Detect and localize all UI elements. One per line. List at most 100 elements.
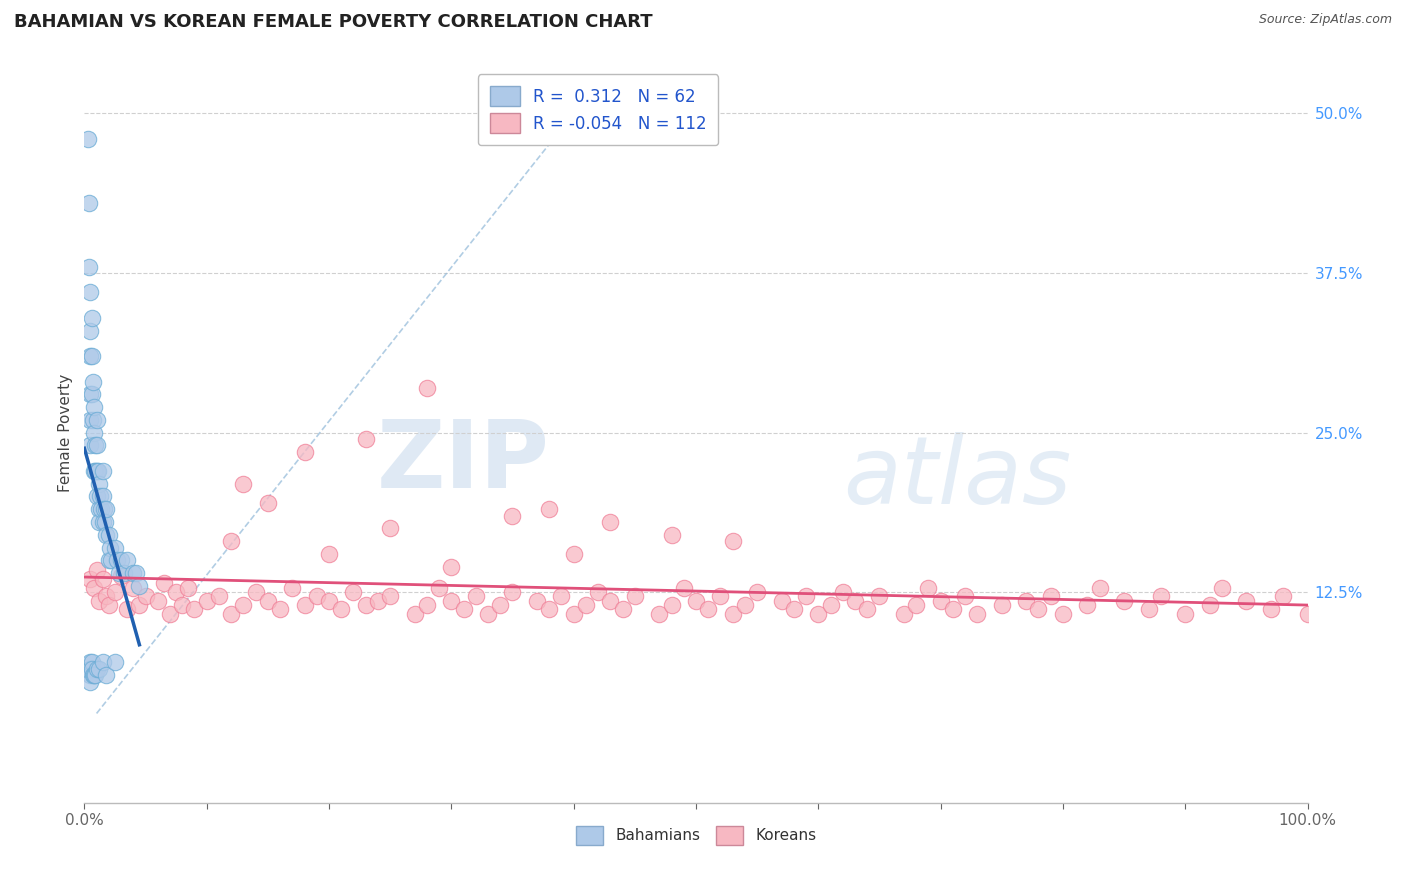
- Point: [794, 589, 817, 603]
- Point: [104, 656, 127, 670]
- Point: [79, 285, 101, 300]
- Point: [856, 601, 879, 615]
- Point: [440, 559, 463, 574]
- Point: [538, 601, 561, 615]
- Point: [1296, 607, 1319, 621]
- Point: [208, 589, 231, 603]
- Text: atlas: atlas: [842, 432, 1071, 523]
- Point: [1236, 594, 1258, 608]
- Point: [318, 594, 340, 608]
- Point: [1052, 607, 1074, 621]
- Point: [257, 594, 280, 608]
- Point: [86, 490, 108, 504]
- Point: [96, 502, 118, 516]
- Point: [79, 656, 101, 670]
- Point: [1076, 598, 1098, 612]
- Point: [87, 464, 110, 478]
- Point: [966, 607, 988, 621]
- Text: ZIP: ZIP: [377, 417, 550, 508]
- Y-axis label: Female Poverty: Female Poverty: [58, 374, 73, 491]
- Point: [1114, 594, 1136, 608]
- Point: [440, 594, 463, 608]
- Point: [122, 566, 145, 580]
- Point: [624, 589, 647, 603]
- Point: [1272, 589, 1295, 603]
- Point: [416, 381, 439, 395]
- Point: [807, 607, 830, 621]
- Point: [84, 464, 107, 478]
- Point: [122, 582, 145, 596]
- Point: [91, 573, 114, 587]
- Point: [87, 515, 110, 529]
- Point: [562, 547, 585, 561]
- Point: [172, 598, 194, 612]
- Point: [90, 502, 112, 516]
- Point: [82, 375, 104, 389]
- Point: [599, 515, 621, 529]
- Point: [783, 601, 806, 615]
- Point: [87, 476, 110, 491]
- Point: [281, 582, 304, 596]
- Point: [91, 464, 114, 478]
- Point: [305, 589, 328, 603]
- Point: [195, 594, 218, 608]
- Point: [550, 589, 572, 603]
- Point: [110, 553, 132, 567]
- Point: [721, 607, 744, 621]
- Point: [79, 674, 101, 689]
- Legend: Bahamians, Koreans: Bahamians, Koreans: [569, 820, 823, 851]
- Point: [648, 607, 671, 621]
- Point: [79, 573, 101, 587]
- Point: [79, 324, 101, 338]
- Point: [84, 668, 107, 682]
- Point: [128, 579, 150, 593]
- Point: [354, 598, 377, 612]
- Point: [685, 594, 707, 608]
- Point: [502, 585, 524, 599]
- Point: [93, 502, 115, 516]
- Point: [80, 387, 103, 401]
- Point: [77, 260, 100, 274]
- Point: [135, 589, 157, 603]
- Point: [83, 464, 105, 478]
- Point: [1039, 589, 1062, 603]
- Point: [80, 349, 103, 363]
- Point: [1150, 589, 1173, 603]
- Point: [104, 585, 127, 599]
- Point: [82, 668, 104, 682]
- Point: [1211, 582, 1233, 596]
- Point: [330, 601, 353, 615]
- Point: [83, 425, 105, 440]
- Point: [128, 598, 150, 612]
- Point: [112, 566, 135, 580]
- Point: [380, 521, 402, 535]
- Point: [709, 589, 731, 603]
- Point: [91, 490, 114, 504]
- Point: [893, 607, 915, 621]
- Point: [79, 349, 101, 363]
- Point: [86, 464, 108, 478]
- Point: [159, 607, 181, 621]
- Point: [97, 598, 120, 612]
- Point: [86, 662, 108, 676]
- Point: [82, 413, 104, 427]
- Point: [1088, 582, 1111, 596]
- Point: [77, 132, 100, 146]
- Point: [269, 601, 291, 615]
- Point: [770, 594, 793, 608]
- Point: [1015, 594, 1038, 608]
- Point: [929, 594, 952, 608]
- Point: [77, 195, 100, 210]
- Point: [734, 598, 756, 612]
- Point: [697, 601, 720, 615]
- Point: [79, 387, 101, 401]
- Point: [110, 568, 132, 582]
- Point: [831, 585, 853, 599]
- Point: [79, 413, 101, 427]
- Point: [79, 662, 101, 676]
- Point: [502, 508, 524, 523]
- Point: [83, 400, 105, 414]
- Point: [84, 438, 107, 452]
- Point: [1137, 601, 1160, 615]
- Point: [427, 582, 450, 596]
